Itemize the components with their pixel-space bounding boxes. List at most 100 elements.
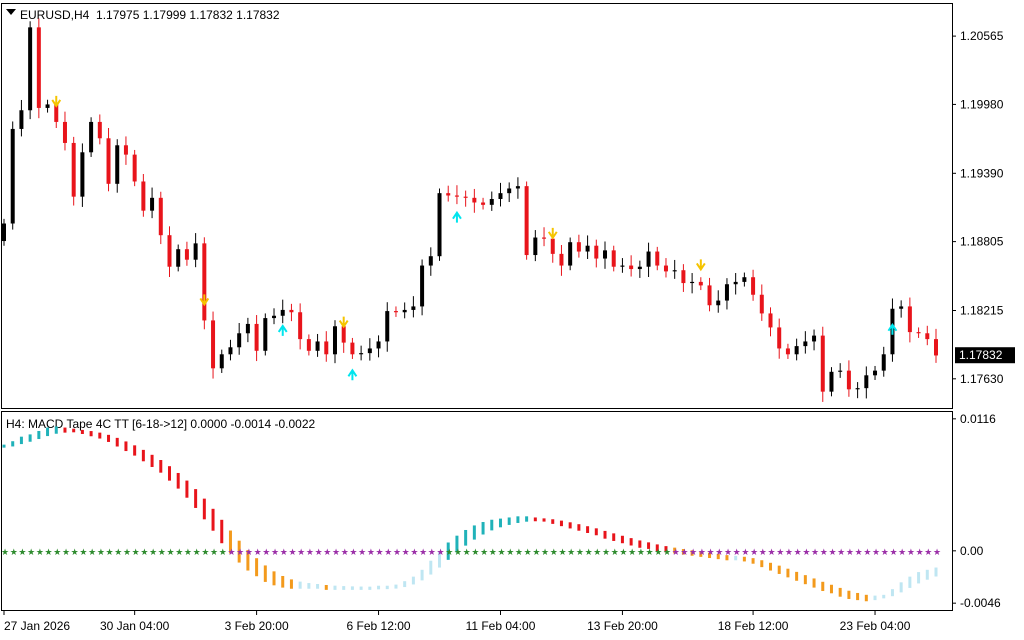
macd-tape-bar	[934, 567, 938, 577]
candle	[829, 367, 834, 397]
candle	[28, 21, 33, 120]
time-label: 11 Feb 04:00	[466, 619, 536, 633]
indicator-level-label: -0.0046	[960, 596, 1001, 610]
candle	[907, 297, 912, 343]
macd-tape-bar	[159, 460, 163, 473]
macd-tape-bar	[838, 587, 842, 597]
zero-line-mark: ★	[140, 547, 148, 557]
zero-line-mark: ★	[741, 547, 749, 557]
candle	[724, 278, 729, 310]
candle	[568, 237, 573, 271]
zero-line-mark: ★	[219, 547, 227, 557]
zero-line-mark: ★	[846, 547, 854, 557]
zero-line-mark: ★	[402, 547, 410, 557]
zero-line-mark: ★	[393, 547, 401, 557]
macd-tape-bar	[167, 466, 171, 481]
macd-tape-bar	[647, 542, 651, 549]
macd-tape-bar	[63, 427, 67, 433]
macd-tape-bar	[629, 538, 633, 546]
macd-tape-bar	[917, 572, 921, 584]
time-label: 13 Feb 20:00	[587, 619, 658, 633]
candle	[315, 333, 320, 357]
macd-tape-bar	[890, 589, 894, 597]
macd-tape-bar	[586, 526, 590, 533]
price-label: 1.17630	[960, 372, 1004, 386]
macd-tape-bar	[803, 575, 807, 585]
macd-tape-bar	[777, 565, 781, 574]
candle	[237, 322, 242, 355]
zero-line-mark: ★	[297, 547, 305, 557]
sell-arrow-icon	[199, 294, 210, 307]
zero-line-mark: ★	[158, 547, 166, 557]
macd-tape-bar	[760, 560, 764, 568]
zero-line-mark: ★	[733, 547, 741, 557]
zero-line-mark: ★	[715, 547, 723, 557]
zero-line-mark: ★	[358, 547, 366, 557]
zero-line-mark: ★	[602, 547, 610, 557]
candle	[707, 277, 712, 312]
macd-tape-bar	[263, 565, 267, 582]
price-label: 1.19390	[960, 166, 1004, 180]
collapse-triangle-icon[interactable]	[6, 9, 16, 15]
candle	[463, 190, 468, 207]
time-label: 3 Feb 20:00	[225, 619, 289, 633]
zero-line-mark: ★	[585, 547, 593, 557]
zero-line-mark: ★	[428, 547, 436, 557]
macd-tape-bar	[464, 529, 468, 546]
zero-line-mark: ★	[53, 547, 61, 557]
zero-line-mark: ★	[36, 547, 44, 557]
macd-tape-bar	[359, 586, 363, 590]
price-chart-header: EURUSD,H4 1.17975 1.17999 1.17832 1.1783…	[20, 8, 280, 22]
candle	[881, 346, 886, 377]
macd-tape-bar	[699, 551, 703, 557]
zero-line-mark: ★	[672, 547, 680, 557]
price-label: 1.18805	[960, 235, 1004, 249]
zero-line-mark: ★	[262, 547, 270, 557]
time-label: 23 Feb 04:00	[840, 619, 911, 633]
zero-line-mark: ★	[62, 547, 70, 557]
candle	[97, 114, 102, 145]
zero-line-mark: ★	[45, 547, 53, 557]
current-price-label: 1.17832	[959, 348, 1003, 362]
macd-tape-bar	[847, 590, 851, 599]
zero-line-mark: ★	[828, 547, 836, 557]
candle	[855, 382, 860, 399]
macd-tape-bar	[673, 547, 677, 554]
candle	[123, 136, 128, 165]
candle	[263, 313, 268, 356]
candle	[428, 247, 433, 276]
macd-tape-bar	[664, 546, 668, 553]
candle	[611, 245, 616, 272]
candle	[289, 303, 294, 322]
candle	[184, 241, 189, 266]
macd-tape-bar	[19, 436, 23, 445]
indicator-panel[interactable]	[1, 411, 953, 611]
zero-line-mark: ★	[349, 547, 357, 557]
macd-tape-bar	[708, 552, 712, 559]
macd-tape-bar	[80, 429, 84, 434]
macd-tape-bar	[202, 498, 206, 520]
macd-tape-bar	[681, 549, 685, 555]
candle	[864, 366, 869, 399]
candle	[742, 272, 747, 287]
macd-tape-bar	[821, 581, 825, 592]
zero-line-mark: ★	[689, 547, 697, 557]
signal-arrows	[51, 95, 898, 381]
candle	[62, 111, 67, 151]
zero-line-mark: ★	[1, 547, 9, 557]
time-label: 27 Jan 2026	[4, 619, 70, 633]
zero-line-mark: ★	[933, 547, 941, 557]
current-price-tag: 1.17832	[955, 347, 1015, 364]
candle	[925, 325, 930, 346]
zero-line-mark: ★	[515, 547, 523, 557]
zero-line-mark: ★	[724, 547, 732, 557]
candle	[132, 149, 137, 187]
zero-line-mark: ★	[628, 547, 636, 557]
zero-line-mark: ★	[698, 547, 706, 557]
zero-line-mark: ★	[532, 547, 540, 557]
indicator-level-label: 0.0116	[960, 412, 996, 426]
macd-tape-bar	[795, 571, 799, 581]
candle	[646, 242, 651, 277]
price-label: 1.19980	[960, 97, 1004, 111]
